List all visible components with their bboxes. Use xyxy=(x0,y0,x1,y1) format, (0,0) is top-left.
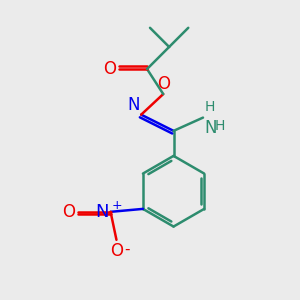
Text: N: N xyxy=(127,96,140,114)
Text: -: - xyxy=(125,242,130,257)
Text: O: O xyxy=(103,60,116,78)
Text: +: + xyxy=(112,199,123,212)
Text: N: N xyxy=(96,203,109,221)
Text: O: O xyxy=(110,242,123,260)
Text: H: H xyxy=(214,119,225,133)
Text: N: N xyxy=(205,119,217,137)
Text: O: O xyxy=(157,75,170,93)
Text: O: O xyxy=(62,203,75,221)
Text: H: H xyxy=(205,100,215,114)
